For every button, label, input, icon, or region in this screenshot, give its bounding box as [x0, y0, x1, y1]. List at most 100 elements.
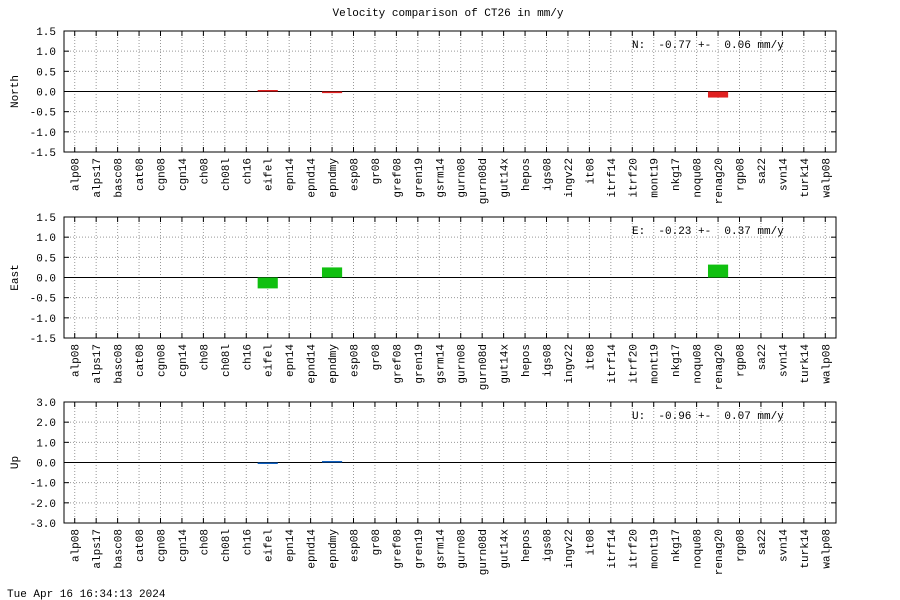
x-tick-label: ch08l: [221, 344, 233, 377]
x-tick-label: ch08: [199, 344, 211, 370]
x-tick-label: noqu08: [693, 158, 705, 198]
x-tick-label: ch08: [199, 529, 211, 555]
x-tick-label: mont19: [650, 529, 662, 569]
x-tick-label: itrf14: [607, 344, 619, 384]
x-tick-label: it08: [585, 529, 597, 555]
x-tick-label: epndmy: [328, 158, 340, 198]
x-tick-label: alps17: [92, 158, 104, 198]
y-axis-label: North: [10, 75, 22, 108]
timestamp: Tue Apr 16 16:34:13 2024: [7, 589, 166, 600]
y-tick-label: 1.0: [36, 47, 56, 59]
x-tick-label: gut14x: [500, 344, 512, 384]
x-tick-label: gren19: [414, 344, 426, 384]
x-tick-label: itrf14: [607, 529, 619, 569]
x-tick-label: alps17: [92, 529, 104, 569]
y-tick-label: 2.0: [36, 418, 56, 430]
x-tick-label: nkg17: [671, 158, 683, 191]
y-axis-label: East: [10, 264, 22, 290]
x-tick-label: gurn08d: [478, 529, 490, 575]
x-tick-label: itrf20: [628, 158, 640, 198]
bar: [321, 461, 343, 463]
y-tick-label: -1.5: [30, 334, 56, 346]
x-tick-label: igs08: [543, 158, 555, 191]
x-tick-label: noqu08: [693, 344, 705, 384]
x-tick-label: renag20: [714, 529, 726, 575]
x-tick-label: turk14: [800, 529, 812, 569]
x-tick-label: gurn08: [457, 158, 469, 198]
annotation: E: -0.23 +- 0.37 mm/y: [632, 226, 784, 238]
x-tick-label: ch08l: [221, 529, 233, 562]
annotation: N: -0.77 +- 0.06 mm/y: [632, 40, 784, 52]
y-tick-label: 3.0: [36, 398, 56, 410]
x-tick-label: nkg17: [671, 529, 683, 562]
plot-frame: [63, 401, 837, 524]
bar: [707, 91, 729, 98]
x-tick-label: cgn14: [178, 529, 190, 562]
y-tick-label: -3.0: [30, 519, 56, 531]
x-tick-label: gr08: [371, 158, 383, 184]
y-tick-label: 1.0: [36, 233, 56, 245]
x-tick-label: cgn14: [178, 158, 190, 191]
x-tick-label: gurn08d: [478, 344, 490, 390]
x-tick-label: nkg17: [671, 344, 683, 377]
x-tick-label: svn14: [778, 529, 790, 562]
x-tick-label: epn14: [285, 529, 297, 562]
x-tick-label: basc08: [114, 344, 126, 384]
x-tick-label: gurn08: [457, 344, 469, 384]
y-tick-label: 0.5: [36, 253, 56, 265]
bar: [257, 90, 278, 92]
x-tick-label: basc08: [114, 158, 126, 198]
x-tick-label: gsrm14: [435, 158, 447, 198]
x-tick-label: renag20: [714, 158, 726, 204]
x-tick-label: itrf20: [628, 529, 640, 569]
x-tick-label: cat08: [135, 529, 147, 562]
x-tick-label: ch08l: [221, 158, 233, 191]
y-tick-label: -2.0: [30, 499, 56, 511]
x-tick-label: walp08: [821, 158, 833, 198]
x-tick-label: gut14x: [500, 158, 512, 198]
x-tick-label: sa22: [757, 344, 769, 370]
x-tick-label: eifel: [264, 158, 276, 191]
x-tick-label: turk14: [800, 344, 812, 384]
x-tick-label: esp08: [350, 344, 362, 377]
x-tick-label: epnd14: [307, 158, 319, 198]
x-tick-label: noqu08: [693, 529, 705, 569]
x-tick-label: gut14x: [500, 529, 512, 569]
x-tick-label: svn14: [778, 344, 790, 377]
x-tick-label: alps17: [92, 344, 104, 384]
x-tick-label: ingv22: [564, 344, 576, 384]
x-tick-label: gref08: [392, 529, 404, 569]
x-tick-label: it08: [585, 158, 597, 184]
x-tick-label: igs08: [543, 529, 555, 562]
x-tick-label: ch08: [199, 158, 211, 184]
x-tick-label: cgn08: [157, 344, 169, 377]
x-tick-label: it08: [585, 344, 597, 370]
y-tick-label: 1.5: [36, 213, 56, 225]
x-tick-label: gsrm14: [435, 529, 447, 569]
y-tick-label: -0.5: [30, 108, 56, 120]
y-tick-label: -0.5: [30, 294, 56, 306]
x-tick-label: ch16: [242, 344, 254, 370]
x-tick-label: ingv22: [564, 529, 576, 569]
x-tick-label: alp08: [71, 158, 83, 191]
y-tick-label: 0.5: [36, 67, 56, 79]
x-tick-label: hepos: [521, 529, 533, 562]
x-tick-label: eifel: [264, 344, 276, 377]
x-tick-label: ch16: [242, 158, 254, 184]
x-tick-label: sa22: [757, 158, 769, 184]
x-tick-label: gr08: [371, 529, 383, 555]
x-tick-label: ch16: [242, 529, 254, 555]
annotation: U: -0.96 +- 0.07 mm/y: [632, 411, 784, 423]
x-tick-label: hepos: [521, 344, 533, 377]
x-tick-label: esp08: [350, 529, 362, 562]
y-tick-label: -1.0: [30, 128, 56, 140]
x-tick-label: mont19: [650, 344, 662, 384]
x-tick-label: cgn14: [178, 344, 190, 377]
y-tick-label: -1.5: [30, 148, 56, 160]
x-tick-label: rgp08: [736, 529, 748, 562]
x-tick-label: epnd14: [307, 344, 319, 384]
x-tick-label: gren19: [414, 529, 426, 569]
x-tick-label: hepos: [521, 158, 533, 191]
x-tick-label: eifel: [264, 529, 276, 562]
x-tick-label: sa22: [757, 529, 769, 555]
